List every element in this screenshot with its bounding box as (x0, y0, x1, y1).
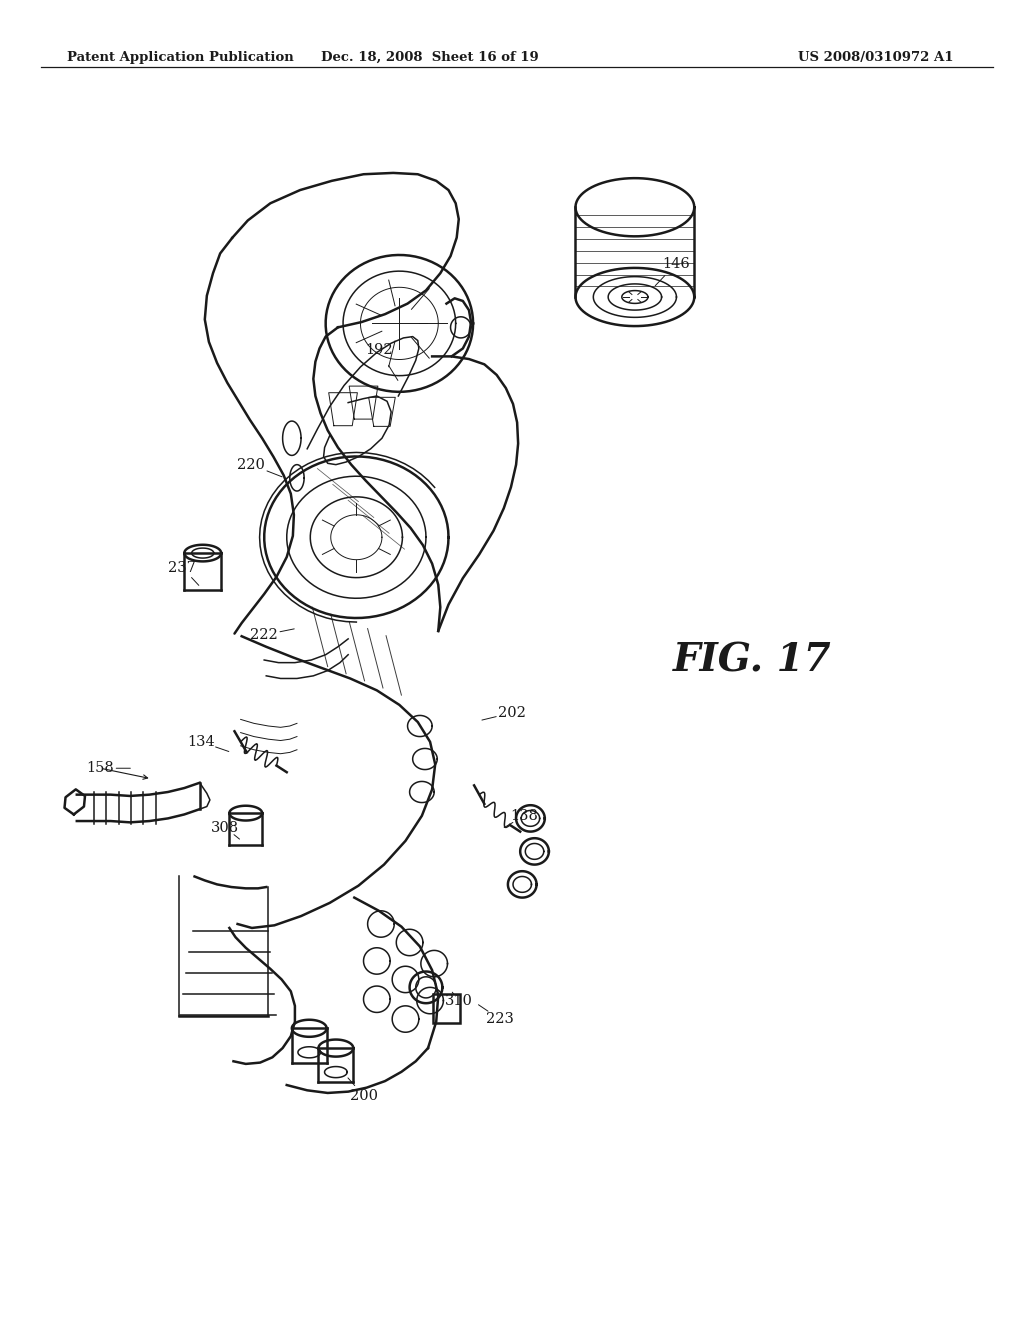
Text: 202: 202 (498, 706, 526, 719)
Text: 237: 237 (168, 561, 197, 574)
Text: 134: 134 (186, 735, 215, 748)
Text: 138: 138 (510, 809, 539, 822)
Text: Patent Application Publication: Patent Application Publication (67, 51, 293, 63)
Text: FIG. 17: FIG. 17 (674, 642, 831, 678)
Bar (433, 994, 460, 1023)
Text: 310: 310 (444, 994, 473, 1007)
Text: US 2008/0310972 A1: US 2008/0310972 A1 (798, 51, 953, 63)
Text: 200: 200 (349, 1089, 378, 1102)
Text: 223: 223 (485, 1012, 514, 1026)
Text: 146: 146 (662, 257, 690, 271)
Text: Dec. 18, 2008  Sheet 16 of 19: Dec. 18, 2008 Sheet 16 of 19 (322, 51, 539, 63)
Text: 308: 308 (211, 821, 240, 834)
Text: 192: 192 (366, 343, 392, 356)
Text: 220: 220 (237, 458, 265, 471)
Text: 222: 222 (250, 628, 279, 642)
Text: 158: 158 (86, 762, 115, 775)
